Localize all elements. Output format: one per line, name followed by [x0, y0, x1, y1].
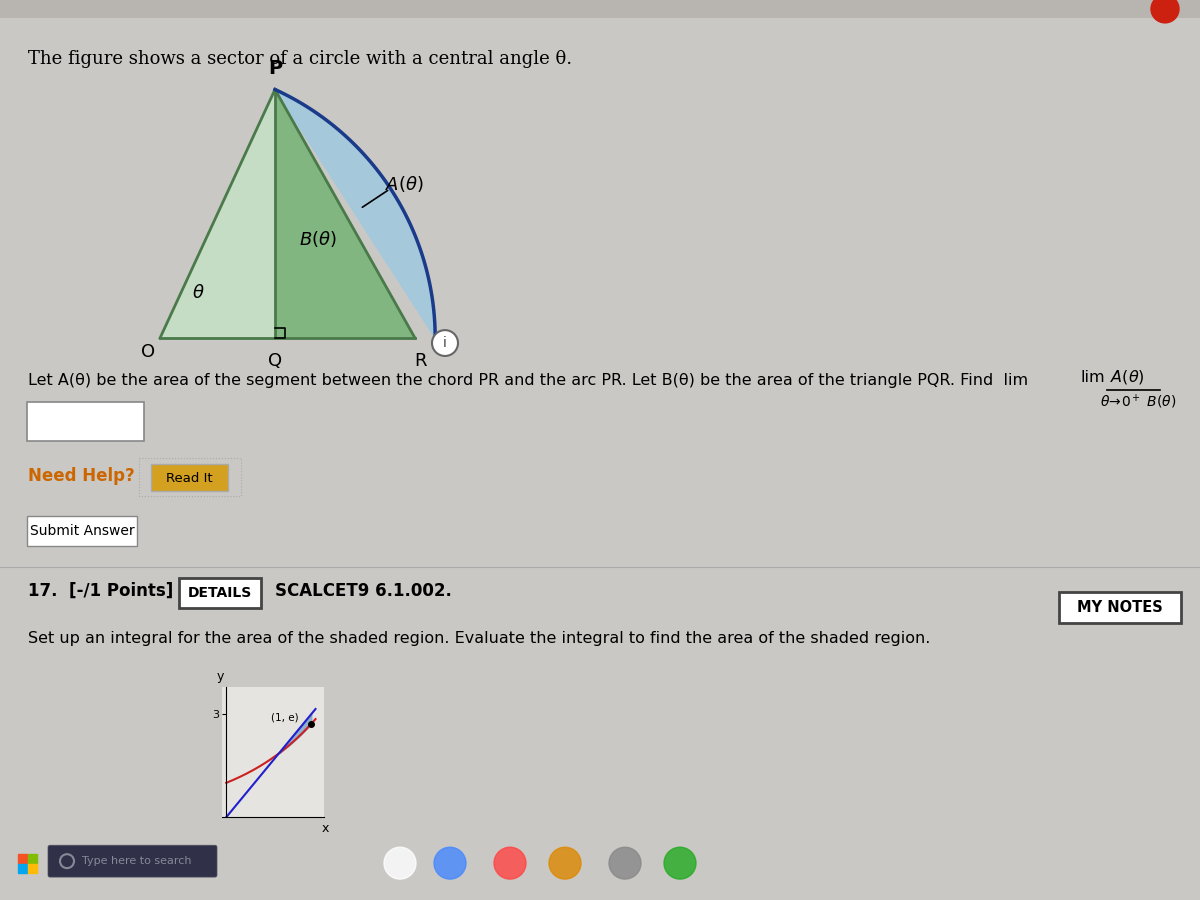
- Text: SCALCET9 6.1.002.: SCALCET9 6.1.002.: [275, 581, 452, 599]
- FancyBboxPatch shape: [0, 0, 1200, 18]
- Text: The figure shows a sector of a circle with a central angle θ.: The figure shows a sector of a circle wi…: [28, 50, 572, 68]
- Circle shape: [494, 847, 526, 879]
- Text: Read It: Read It: [166, 472, 212, 485]
- Bar: [28, 854, 37, 863]
- Text: DETAILS: DETAILS: [188, 586, 252, 599]
- FancyBboxPatch shape: [28, 516, 137, 546]
- Text: Q: Q: [268, 352, 282, 370]
- FancyBboxPatch shape: [28, 401, 144, 442]
- Text: Need Help?: Need Help?: [28, 467, 134, 485]
- Circle shape: [550, 847, 581, 879]
- Circle shape: [1151, 0, 1178, 22]
- Bar: [18, 864, 28, 873]
- Text: Type here to search: Type here to search: [82, 856, 192, 866]
- FancyBboxPatch shape: [151, 464, 228, 491]
- Text: x: x: [322, 823, 329, 835]
- Bar: [28, 864, 37, 873]
- FancyBboxPatch shape: [1060, 591, 1181, 624]
- Text: R: R: [414, 352, 426, 370]
- Text: P: P: [268, 58, 282, 77]
- Text: Set up an integral for the area of the shaded region. Evaluate the integral to f: Set up an integral for the area of the s…: [28, 632, 930, 646]
- FancyBboxPatch shape: [179, 578, 262, 608]
- Circle shape: [434, 847, 466, 879]
- Text: $A(\theta)$: $A(\theta)$: [385, 174, 424, 194]
- Text: θ: θ: [192, 284, 204, 302]
- Text: 17.  [-/1 Points]: 17. [-/1 Points]: [28, 581, 173, 599]
- Text: $B(\theta)$: $B(\theta)$: [299, 229, 337, 248]
- Polygon shape: [160, 89, 415, 338]
- Text: y: y: [216, 670, 223, 683]
- Text: (1, e): (1, e): [271, 712, 299, 722]
- Circle shape: [384, 847, 416, 879]
- Text: $\theta\!\rightarrow\!0^+$$\ B(\theta)$: $\theta\!\rightarrow\!0^+$$\ B(\theta)$: [1100, 392, 1176, 411]
- Polygon shape: [275, 89, 436, 338]
- Circle shape: [432, 330, 458, 356]
- FancyBboxPatch shape: [48, 845, 217, 877]
- Text: Submit Answer: Submit Answer: [30, 524, 134, 538]
- Text: Let A(θ) be the area of the segment between the chord PR and the arc PR. Let B(θ: Let A(θ) be the area of the segment betw…: [28, 373, 1028, 388]
- Bar: [18, 854, 28, 863]
- Circle shape: [664, 847, 696, 879]
- Text: i: i: [443, 336, 446, 350]
- Text: lim: lim: [1080, 370, 1105, 385]
- Text: MY NOTES: MY NOTES: [1078, 600, 1163, 615]
- Text: $A(\theta)$: $A(\theta)$: [1110, 368, 1145, 386]
- Circle shape: [610, 847, 641, 879]
- Text: O: O: [140, 343, 155, 361]
- Polygon shape: [275, 89, 415, 338]
